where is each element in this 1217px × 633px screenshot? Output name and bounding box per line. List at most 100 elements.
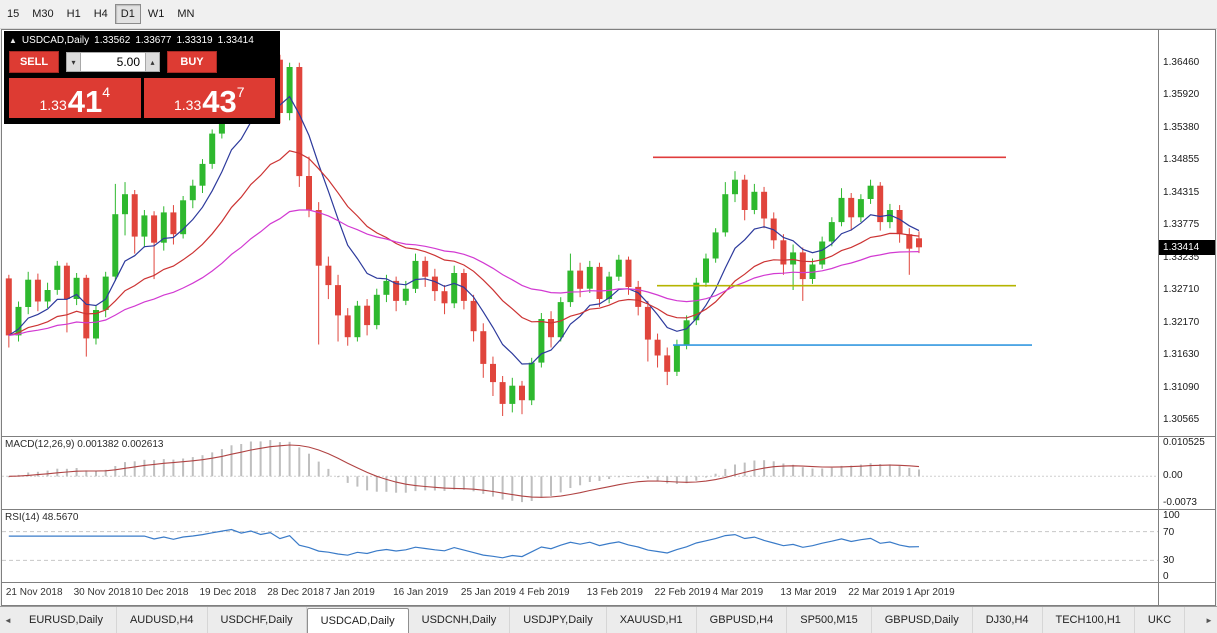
date-axis-label: 25 Jan 2019 [460, 587, 516, 598]
price-axis-label: 1.32710 [1163, 283, 1200, 295]
chart-title: ▲ USDCAD,Daily 1.33562 1.33677 1.33319 1… [9, 33, 275, 48]
chart-tab-tech100-h1[interactable]: TECH100,H1 [1043, 607, 1135, 633]
chart-window: ▲ USDCAD,Daily 1.33562 1.33677 1.33319 1… [1, 29, 1216, 606]
sell-price-button[interactable]: 1.33 41 4 [9, 78, 141, 118]
rsi-axis: 100 70 30 0 [1158, 510, 1215, 582]
timeframe-button-mn[interactable]: MN [177, 8, 195, 20]
one-click-controls: SELL ▾ 5.00 ▴ BUY [9, 51, 275, 73]
ohlc-open: 1.33562 [94, 35, 131, 46]
price-axis-label: 1.35920 [1163, 89, 1200, 101]
main-pane: ▲ USDCAD,Daily 1.33562 1.33677 1.33319 1… [2, 30, 1215, 436]
date-axis: 21 Nov 2018 30 Nov 2018 10 Dec 2018 19 Dec … [2, 583, 1215, 605]
rsi-pane: RSI(14) 48.5670 100 70 30 0 [2, 510, 1215, 582]
chart-tab-gbpusd-h4[interactable]: GBPUSD,H4 [697, 607, 788, 633]
timeframe-button-15[interactable]: 15 [7, 8, 20, 20]
bid-prefix: 1.33 [39, 97, 67, 113]
date-axis-label: 13 Feb 2019 [586, 587, 643, 598]
macd-axis-label: 0.010525 [1163, 437, 1205, 448]
volume-up-button[interactable]: ▴ [145, 52, 160, 72]
rsi-canvas[interactable] [2, 510, 1159, 582]
ask-pip-digit: 7 [236, 84, 245, 100]
price-axis-label: 1.34855 [1163, 153, 1200, 165]
timeframe-button-m30[interactable]: M30 [32, 8, 54, 20]
volume-control: ▾ 5.00 ▴ [66, 52, 160, 72]
chart-tab-dj30-h4[interactable]: DJ30,H4 [973, 607, 1043, 633]
timeframe-button-h4[interactable]: H4 [93, 8, 108, 20]
date-axis-label: 16 Jan 2019 [393, 587, 449, 598]
ohlc-high: 1.33677 [135, 35, 172, 46]
price-axis-label: 1.30565 [1163, 413, 1200, 425]
volume-down-button[interactable]: ▾ [66, 52, 81, 72]
macd-canvas[interactable] [2, 437, 1159, 509]
price-axis-label: 1.36460 [1163, 56, 1200, 68]
pane-separator[interactable] [2, 509, 1215, 510]
current-price-tag: 1.33414 [1159, 239, 1215, 255]
one-click-trading-panel: ▲ USDCAD,Daily 1.33562 1.33677 1.33319 1… [4, 31, 280, 124]
date-axis-label: 1 Apr 2019 [906, 587, 955, 598]
ask-prefix: 1.33 [173, 97, 202, 113]
bid-pip-digit: 4 [102, 84, 111, 100]
chart-tab-usdchf-daily[interactable]: USDCHF,Daily [208, 607, 307, 633]
macd-axis-label: -0.0073 [1163, 497, 1197, 508]
price-axis-label: 1.31630 [1163, 349, 1200, 361]
macd-axis-label: 0.00 [1163, 470, 1183, 482]
chart-tab-usdjpy-daily[interactable]: USDJPY,Daily [510, 607, 607, 633]
chart-tab-bar: ◄ EURUSD,Daily AUDUSD,H4 USDCHF,Daily USDCAD… [0, 606, 1217, 633]
collapse-panel-icon[interactable]: ▲ [9, 36, 17, 45]
date-axis-corner [1158, 583, 1215, 605]
date-axis-label: 30 Nov 2018 [73, 587, 131, 598]
tab-scroll-left-icon[interactable]: ◄ [4, 615, 12, 625]
rsi-axis-label: 100 [1163, 510, 1180, 521]
tabbar-spacer [1185, 607, 1201, 633]
date-axis-label: 7 Jan 2019 [325, 587, 375, 598]
chart-tab-ukc[interactable]: UKC [1135, 607, 1186, 633]
timeframe-button-h1[interactable]: H1 [66, 8, 81, 20]
chart-tab-usdcad-daily[interactable]: USDCAD,Daily [306, 608, 409, 633]
rsi-indicator-name: RSI(14) [5, 512, 40, 523]
macd-pane: MACD(12,26,9) 0.001382 0.002613 0.010525… [2, 437, 1215, 509]
volume-input[interactable]: 5.00 [81, 52, 145, 72]
rsi-plot: RSI(14) 48.5670 [2, 510, 1159, 582]
pane-separator[interactable] [2, 436, 1215, 437]
price-axis-label: 1.31090 [1163, 382, 1200, 394]
chart-tab-gbpusd-daily[interactable]: GBPUSD,Daily [872, 607, 973, 633]
date-axis-label: 4 Mar 2019 [712, 587, 764, 598]
rsi-axis-label: 0 [1163, 571, 1169, 582]
date-axis-label: 21 Nov 2018 [5, 587, 63, 598]
timeframe-toolbar: 15 M30 H1 H4 D1 W1 MN [0, 0, 1217, 29]
rsi-axis-label: 70 [1163, 526, 1175, 538]
price-axis-label: 1.35380 [1163, 122, 1200, 134]
macd-value-signal: 0.002613 [121, 439, 164, 450]
chart-tab-eurusd-daily[interactable]: EURUSD,Daily [16, 607, 117, 633]
price-axis: 1.36460 1.35920 1.35380 1.34855 1.34315 1.337… [1158, 30, 1215, 436]
date-labels: 21 Nov 2018 30 Nov 2018 10 Dec 2018 19 Dec … [2, 583, 1158, 605]
tab-scroll-right-icon[interactable]: ► [1205, 615, 1213, 625]
rsi-label: RSI(14) 48.5670 [5, 512, 78, 523]
pane-separator [2, 582, 1215, 583]
timeframe-button-w1[interactable]: W1 [147, 8, 165, 20]
price-axis-label: 1.33775 [1163, 219, 1200, 231]
date-axis-label: 22 Mar 2019 [848, 587, 905, 598]
date-axis-label: 13 Mar 2019 [780, 587, 837, 598]
chart-tab-usdcnh-daily[interactable]: USDCNH,Daily [409, 607, 511, 633]
macd-axis: 0.010525 0.00 -0.0073 [1158, 437, 1215, 509]
bid-big-digits: 41 [67, 83, 103, 119]
chart-tab-xauusd-h1[interactable]: XAUUSD,H1 [607, 607, 697, 633]
sell-button[interactable]: SELL [9, 51, 59, 73]
chevron-down-icon: ▾ [71, 57, 76, 67]
timeframe-button-d1[interactable]: D1 [114, 4, 141, 24]
bid-ask-display: 1.33 41 4 1.33 43 7 [9, 78, 275, 118]
chart-tab-audusd-h4[interactable]: AUDUSD,H4 [117, 607, 208, 633]
chart-tab-sp500-m15[interactable]: SP500,M15 [787, 607, 872, 633]
buy-button[interactable]: BUY [167, 51, 217, 73]
date-axis-label: 22 Feb 2019 [654, 587, 711, 598]
macd-value-main: 0.001382 [77, 439, 119, 450]
main-plot: ▲ USDCAD,Daily 1.33562 1.33677 1.33319 1… [2, 30, 1159, 436]
date-axis-label: 28 Dec 2018 [267, 587, 324, 598]
buy-price-button[interactable]: 1.33 43 7 [143, 78, 275, 118]
ohlc-close: 1.33414 [217, 35, 254, 46]
chart-symbol: USDCAD,Daily [21, 35, 90, 46]
rsi-axis-label: 30 [1163, 555, 1175, 567]
date-axis-label: 19 Dec 2018 [199, 587, 257, 598]
